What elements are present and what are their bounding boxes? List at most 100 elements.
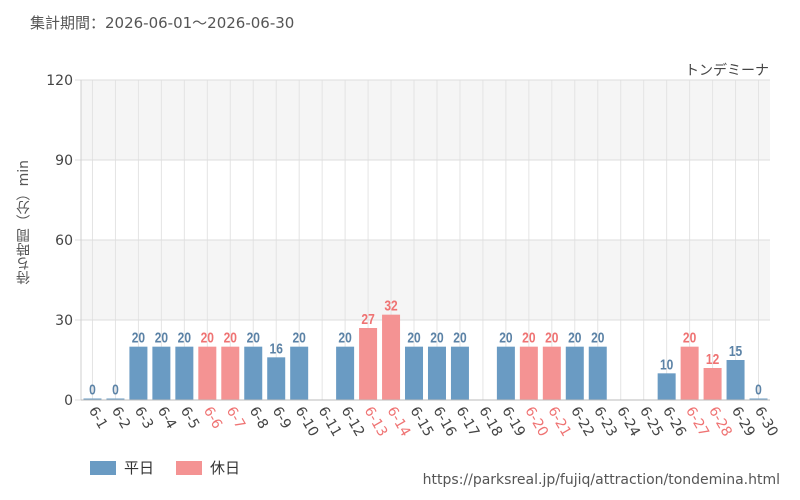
legend-swatch-holiday: [176, 460, 203, 475]
y-tick-label: 30: [55, 313, 73, 329]
bar-value-label: 20: [499, 329, 512, 346]
bar-value-label: 20: [224, 329, 237, 346]
x-tick-label: 6-15: [407, 404, 437, 440]
x-tick-label: 6-11: [315, 404, 345, 440]
bars: [83, 314, 768, 400]
bar-value-label: 20: [178, 329, 191, 346]
x-tick-label: 6-12: [338, 404, 368, 440]
legend-item-holiday: 休日: [176, 457, 240, 478]
grid-band: [81, 240, 770, 320]
x-tick-label: 6-29: [728, 404, 758, 440]
bar: [427, 346, 446, 400]
bar: [336, 346, 355, 400]
bar: [359, 328, 378, 400]
bar-value-label: 20: [338, 329, 351, 346]
x-tick-label: 6-4: [154, 404, 179, 432]
bar-value-label: 20: [568, 329, 581, 346]
bar: [267, 357, 286, 400]
y-tick-label: 90: [55, 153, 73, 169]
bar-value-label: 0: [755, 381, 762, 398]
legend-label-holiday: 休日: [210, 459, 241, 477]
y-tick-label: 120: [46, 73, 73, 89]
x-tick-label: 6-20: [521, 404, 551, 440]
x-tick-label: 6-1: [85, 404, 110, 432]
bar: [450, 346, 469, 400]
y-tick-labels: 0 30 60 90 120: [46, 73, 73, 409]
legend-swatch-weekday: [90, 460, 116, 475]
bar: [221, 346, 240, 400]
legend-item-weekday: 平日: [90, 457, 154, 478]
bar: [519, 346, 538, 400]
bar: [198, 346, 217, 400]
x-tick-labels: 6-16-26-36-46-56-66-76-86-96-106-116-126…: [85, 404, 781, 440]
x-tick-label: 6-23: [590, 404, 620, 440]
bar: [542, 346, 561, 400]
legend-label-weekday: 平日: [124, 459, 155, 477]
x-tick-label: 6-10: [292, 404, 322, 440]
x-tick-label: 6-25: [636, 404, 666, 440]
bar-value-label: 20: [430, 329, 443, 346]
bar: [83, 398, 102, 400]
x-tick-label: 6-3: [131, 404, 156, 432]
y-tick-label: 60: [55, 233, 73, 249]
x-tick-label: 6-30: [751, 404, 781, 440]
x-tick-label: 6-19: [498, 404, 528, 440]
bar-value-label: 27: [361, 311, 374, 328]
bar: [726, 360, 745, 400]
bar: [405, 346, 424, 400]
bar: [382, 314, 401, 400]
bar: [175, 346, 194, 400]
x-tick-label: 6-5: [177, 404, 202, 432]
bar: [106, 398, 125, 400]
bar-value-label: 20: [293, 329, 306, 346]
bar: [680, 346, 699, 400]
grid-band: [81, 80, 770, 160]
bar-value-label: 16: [270, 340, 284, 357]
bar-value-label: 20: [591, 329, 604, 346]
bar-value-label: 20: [407, 329, 420, 346]
x-tick-label: 6-6: [200, 404, 225, 432]
period-text: 集計期間：2026-06-01～2026-06-30: [30, 14, 295, 32]
x-tick-label: 6-16: [430, 404, 460, 440]
bar: [703, 368, 722, 400]
x-tick-label: 6-24: [613, 404, 643, 440]
legend: 平日 休日: [90, 457, 240, 478]
bar-value-label: 20: [453, 329, 466, 346]
x-tick-label: 6-18: [475, 404, 505, 440]
bar-value-label: 15: [729, 343, 743, 360]
bar-value-label: 0: [112, 381, 119, 398]
bar-value-label: 20: [155, 329, 168, 346]
bar-value-label: 12: [706, 351, 720, 368]
x-tick-label: 6-28: [705, 404, 735, 440]
bar-value-label: 20: [522, 329, 535, 346]
source-url[interactable]: https://parksreal.jp/fujiq/attraction/to…: [422, 472, 780, 488]
bar: [496, 346, 515, 400]
bar-value-label: 0: [89, 381, 96, 398]
bar: [749, 398, 768, 400]
x-tick-label: 6-26: [659, 404, 689, 440]
bar-value-label: 20: [132, 329, 145, 346]
bar: [565, 346, 584, 400]
x-tick-label: 6-8: [246, 404, 271, 432]
bar-value-label: 10: [660, 356, 673, 373]
x-tick-label: 6-2: [108, 404, 133, 432]
y-tick-label: 0: [64, 393, 73, 409]
x-tick-label: 6-7: [223, 404, 248, 432]
bar: [588, 346, 607, 400]
bar-value-label: 20: [247, 329, 260, 346]
bar: [244, 346, 263, 400]
background-bands: [81, 80, 770, 320]
x-tick-label: 6-13: [361, 404, 391, 440]
bar: [129, 346, 148, 400]
x-tick-label: 6-22: [567, 404, 597, 440]
x-tick-label: 6-17: [452, 404, 482, 440]
x-tick-label: 6-14: [384, 404, 414, 440]
bar: [657, 373, 676, 400]
bar-value-label: 32: [384, 297, 398, 314]
x-tick-label: 6-21: [544, 404, 574, 440]
x-tick-label: 6-9: [269, 404, 294, 432]
x-tick-label: 6-27: [682, 404, 712, 440]
bar: [152, 346, 171, 400]
